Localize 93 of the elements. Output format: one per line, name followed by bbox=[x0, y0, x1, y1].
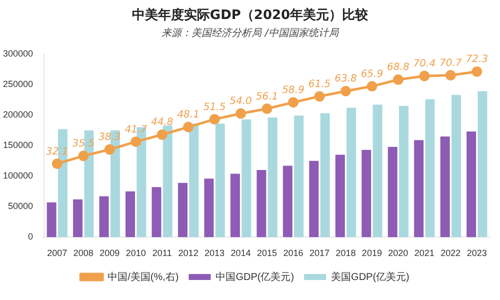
x-tick-label: 2018 bbox=[336, 248, 356, 258]
x-tick-label: 2011 bbox=[152, 248, 172, 258]
x-tick-label: 2022 bbox=[440, 248, 461, 258]
bar bbox=[309, 160, 319, 238]
x-tick-label: 2015 bbox=[257, 248, 278, 258]
bar bbox=[73, 199, 83, 238]
data-label: 41.7 bbox=[124, 124, 148, 136]
point bbox=[78, 150, 89, 162]
y-tick-label: 100000 bbox=[2, 170, 34, 181]
bar bbox=[478, 91, 488, 238]
point bbox=[236, 108, 246, 119]
data-label: 35.5 bbox=[72, 138, 95, 150]
data-label: 68.8 bbox=[387, 62, 410, 74]
data-label: 38.3 bbox=[98, 132, 121, 144]
data-label: 72.3 bbox=[466, 54, 488, 66]
point bbox=[262, 103, 272, 114]
bar bbox=[152, 187, 162, 238]
y-tick-label: 200000 bbox=[2, 110, 34, 120]
chart-subtitle: 来源：美国经济分析局 /中国国家统计局 bbox=[160, 26, 340, 40]
bar bbox=[215, 124, 225, 238]
x-tick-label: 2023 bbox=[466, 248, 487, 258]
data-label: 70.4 bbox=[413, 58, 436, 70]
y-tick-label: 150000 bbox=[2, 140, 34, 150]
y-tick-label: 0 bbox=[28, 232, 34, 242]
bar bbox=[162, 125, 172, 238]
point bbox=[392, 74, 404, 85]
bar bbox=[440, 136, 450, 238]
point bbox=[156, 129, 168, 140]
point bbox=[472, 66, 482, 77]
bar bbox=[256, 170, 266, 238]
y-tick-label: 300000 bbox=[2, 48, 34, 58]
data-label: 48.1 bbox=[177, 110, 200, 121]
y-tick-label: 250000 bbox=[2, 79, 34, 90]
x-tick-label: 2010 bbox=[126, 248, 146, 258]
y-tick-label: 50000 bbox=[8, 201, 34, 212]
x-tick-label: 2012 bbox=[178, 248, 198, 258]
bar bbox=[178, 182, 188, 238]
point bbox=[314, 91, 325, 102]
x-tick-label: 2014 bbox=[230, 248, 251, 258]
bar bbox=[414, 140, 424, 238]
x-tick-label: 2020 bbox=[388, 248, 408, 258]
data-label: 51.5 bbox=[203, 102, 226, 113]
point bbox=[183, 122, 194, 132]
legend-label: 美国GDP(亿美元) bbox=[331, 270, 410, 283]
bar bbox=[294, 116, 304, 238]
bar bbox=[399, 106, 408, 238]
x-tick-label: 2007 bbox=[47, 248, 68, 258]
bar bbox=[189, 124, 199, 238]
bar bbox=[451, 94, 461, 238]
legend-label: 中国/美国(%,右) bbox=[108, 270, 179, 283]
x-tick-label: 2008 bbox=[73, 248, 94, 258]
point bbox=[366, 81, 378, 92]
point bbox=[52, 158, 62, 169]
bar bbox=[282, 166, 292, 238]
data-label: 56.1 bbox=[256, 91, 278, 102]
x-tick-label: 2021 bbox=[414, 248, 434, 258]
legend-label: 中国GDP(亿美元) bbox=[216, 270, 294, 283]
bar bbox=[425, 99, 435, 238]
bar bbox=[346, 108, 356, 238]
point bbox=[288, 97, 298, 108]
data-label: 63.8 bbox=[334, 74, 357, 85]
chart-title: 中美年度实际GDP（2020年美元）比较 bbox=[130, 6, 370, 24]
point bbox=[445, 70, 456, 81]
data-label: 54.0 bbox=[230, 96, 252, 108]
data-label: 44.8 bbox=[150, 117, 174, 128]
bar bbox=[388, 146, 398, 238]
bar bbox=[335, 154, 345, 238]
data-label: 70.7 bbox=[440, 58, 462, 69]
point bbox=[340, 86, 351, 96]
bar bbox=[230, 174, 240, 238]
x-tick-label: 2016 bbox=[283, 248, 304, 258]
x-tick-label: 2019 bbox=[362, 248, 382, 258]
point bbox=[130, 136, 142, 147]
data-label: 58.9 bbox=[282, 84, 304, 96]
point bbox=[419, 70, 430, 82]
point bbox=[209, 114, 220, 125]
bar bbox=[466, 132, 476, 238]
data-label: 32.1 bbox=[46, 146, 68, 158]
bar bbox=[242, 119, 252, 238]
x-tick-label: 2013 bbox=[204, 248, 225, 258]
bar bbox=[99, 196, 109, 238]
bar bbox=[372, 104, 382, 238]
bar bbox=[204, 178, 214, 238]
bar bbox=[362, 150, 372, 238]
data-label: 61.5 bbox=[308, 78, 331, 90]
x-tick-label: 2017 bbox=[309, 248, 330, 258]
point bbox=[104, 144, 115, 155]
x-tick-label: 2009 bbox=[100, 248, 120, 258]
bar bbox=[46, 202, 56, 238]
bar bbox=[126, 191, 136, 238]
bar bbox=[320, 113, 330, 238]
bar bbox=[268, 118, 278, 238]
data-label: 65.9 bbox=[360, 68, 384, 80]
